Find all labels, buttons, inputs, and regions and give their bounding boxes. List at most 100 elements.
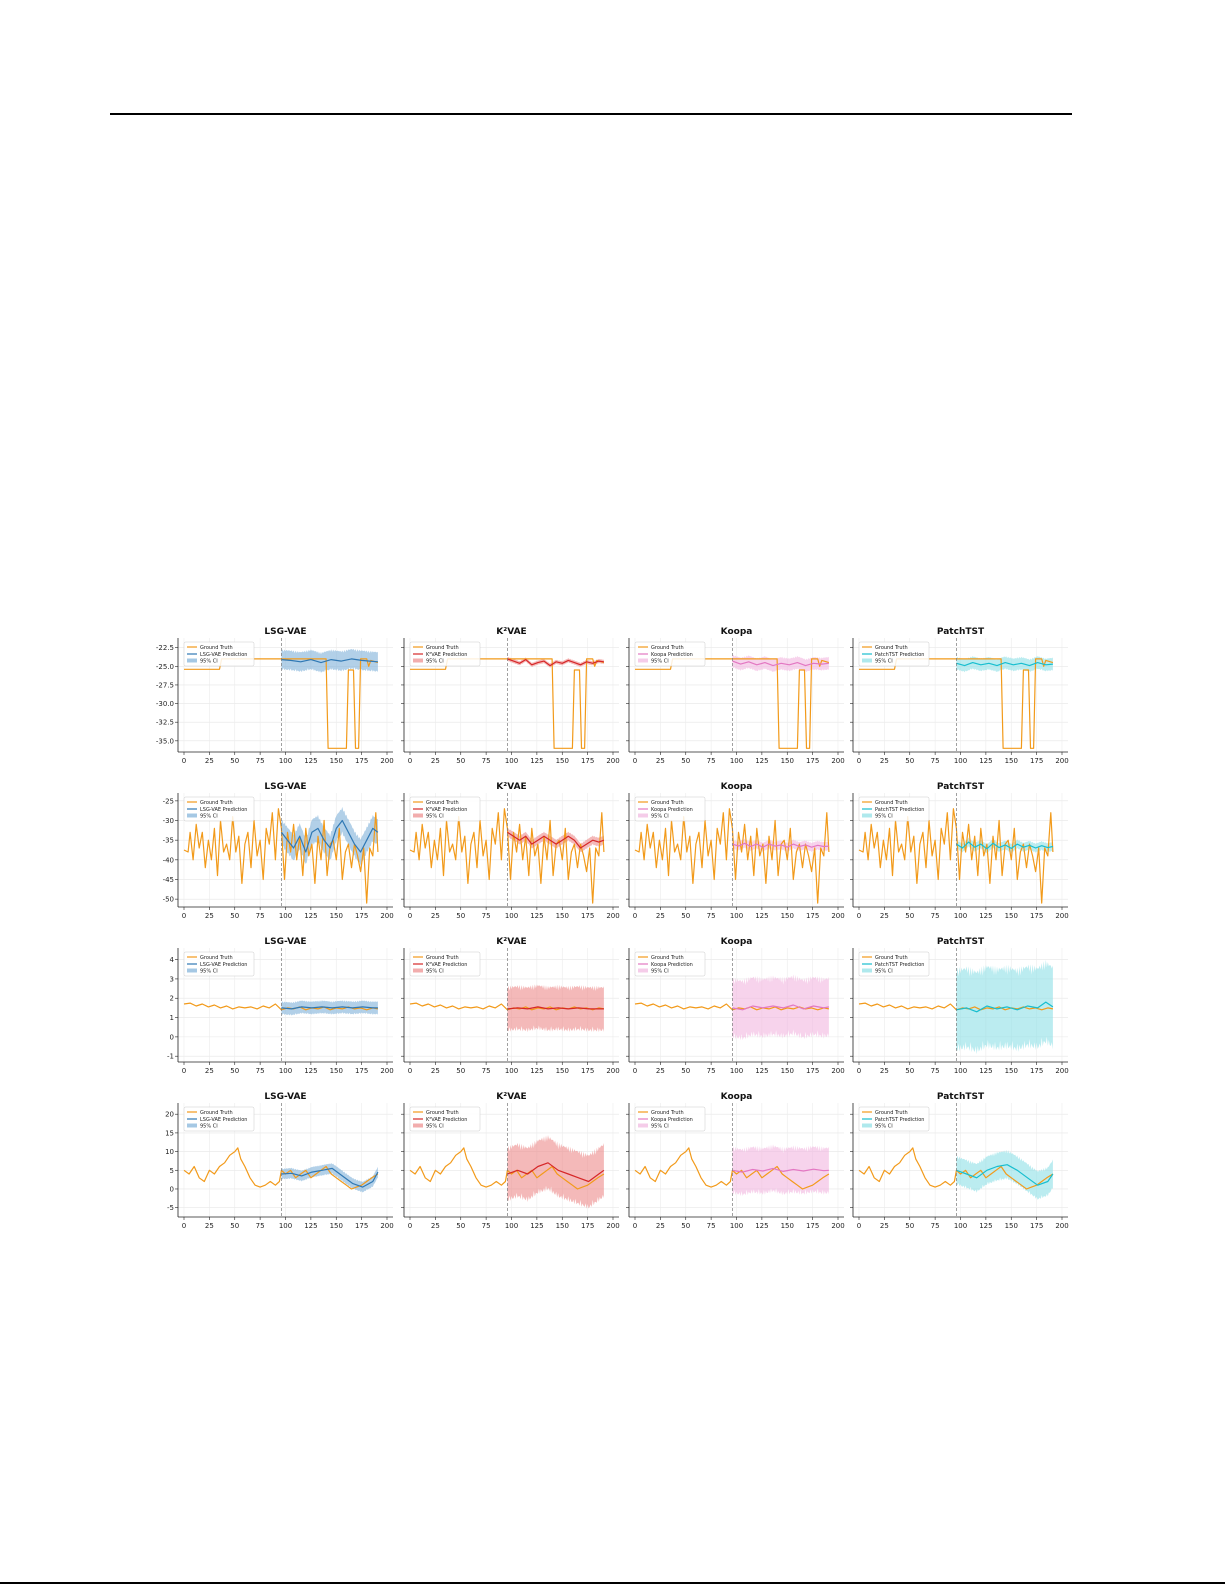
x-tick-label: 100 <box>279 912 292 920</box>
x-tick-label: 75 <box>707 1222 716 1230</box>
panel-title: PatchTST <box>937 782 985 792</box>
legend-label-ci: 95% CI <box>426 814 444 820</box>
x-tick-label: 100 <box>954 1222 967 1230</box>
x-tick-label: 100 <box>954 1067 967 1075</box>
legend-label-ground-truth: Ground Truth <box>200 955 233 961</box>
panel-patchtst-row4: PatchTST 0 25 50 75 100 125 150 175 200 Ground Tru… <box>850 1092 1069 1230</box>
x-tick-label: 125 <box>979 1067 992 1075</box>
x-tick-label: 25 <box>880 912 889 920</box>
y-tick-label: -30.0 <box>156 700 174 708</box>
x-tick-label: 50 <box>681 1222 690 1230</box>
legend-label-prediction: LSG-VAE Prediction <box>200 962 247 968</box>
x-tick-label: 25 <box>205 757 214 765</box>
x-tick-label: 175 <box>355 757 368 765</box>
x-tick-label: 150 <box>1005 1067 1018 1075</box>
x-tick-label: 125 <box>755 912 768 920</box>
legend-label-ground-truth: Ground Truth <box>651 800 684 806</box>
x-tick-label: 150 <box>330 1222 343 1230</box>
x-tick-label: 150 <box>781 912 794 920</box>
x-tick-label: 125 <box>304 1222 317 1230</box>
x-tick-label: 75 <box>482 757 491 765</box>
y-tick-label: -25.0 <box>156 663 174 671</box>
ground-truth-line <box>183 1147 379 1190</box>
x-tick-label: 50 <box>905 912 914 920</box>
x-tick-label: 25 <box>431 1067 440 1075</box>
legend-label-ground-truth: Ground Truth <box>651 645 684 651</box>
prediction-line <box>956 1001 1054 1013</box>
legend-label-ground-truth: Ground Truth <box>651 1110 684 1116</box>
x-tick-label: 125 <box>530 1222 543 1230</box>
x-tick-label: 150 <box>556 757 569 765</box>
x-tick-label: 200 <box>831 1222 844 1230</box>
y-tick-label: -50 <box>163 896 174 904</box>
x-tick-label: 175 <box>355 1222 368 1230</box>
x-tick-label: 0 <box>857 1067 861 1075</box>
x-tick-label: 50 <box>905 1222 914 1230</box>
legend-label-ground-truth: Ground Truth <box>200 645 233 651</box>
legend-label-prediction: K²VAE Prediction <box>426 807 467 813</box>
x-tick-label: 100 <box>730 757 743 765</box>
panel-title: K²VAE <box>496 1092 526 1102</box>
y-tick-label: 0 <box>170 1033 174 1041</box>
x-tick-label: 200 <box>606 1067 619 1075</box>
x-tick-label: 75 <box>931 757 940 765</box>
x-tick-label: 25 <box>880 1222 889 1230</box>
panel-k2vae-row4: K²VAE 0 25 50 75 100 125 150 175 200 Ground TruthK… <box>401 1092 620 1230</box>
ground-truth-line <box>634 1147 830 1190</box>
legend-box <box>409 641 481 667</box>
legend-swatch-ci <box>187 813 197 818</box>
prediction-line <box>507 831 605 849</box>
x-tick-label: 25 <box>656 1222 665 1230</box>
x-tick-label: 100 <box>730 912 743 920</box>
x-tick-label: 75 <box>482 1222 491 1230</box>
y-tick-label: -27.5 <box>156 681 174 689</box>
panel-koopa-row3: Koopa 0 25 50 75 100 125 150 175 200 Ground TruthK… <box>626 937 845 1075</box>
x-tick-label: 0 <box>633 1222 637 1230</box>
x-tick-label: 100 <box>279 757 292 765</box>
x-tick-label: 75 <box>482 1067 491 1075</box>
x-tick-label: 50 <box>230 912 239 920</box>
x-tick-label: 75 <box>707 1067 716 1075</box>
panel-lsg-vae-row3: LSG-VAE 4 3 2 1 0 -1 0 25 50 75 100 125 150 175 200 Grou… <box>167 937 394 1075</box>
legend-swatch-ci <box>413 658 423 663</box>
ci-band <box>281 648 378 673</box>
legend-box <box>634 951 706 977</box>
x-tick-label: 0 <box>408 1067 412 1075</box>
legend-box <box>858 641 930 667</box>
panel-koopa-row1: Koopa 0 25 50 75 100 125 150 175 200 Ground TruthK… <box>626 627 845 765</box>
legend-label-ci: 95% CI <box>200 969 218 975</box>
legend-box <box>183 1106 255 1132</box>
panel-k2vae-row2: K²VAE 0 25 50 75 100 125 150 175 200 Ground TruthK… <box>401 782 620 920</box>
y-tick-label: -35.0 <box>156 737 174 745</box>
panel-title: K²VAE <box>496 937 526 947</box>
x-tick-label: 50 <box>230 1222 239 1230</box>
bottom-rule <box>0 1582 1225 1584</box>
prediction-line <box>732 1167 829 1173</box>
legend-label-prediction: PatchTST Prediction <box>875 962 924 968</box>
x-tick-label: 50 <box>456 757 465 765</box>
x-tick-label: 125 <box>530 1067 543 1075</box>
legend-label-ci: 95% CI <box>426 1124 444 1130</box>
panel-title: K²VAE <box>496 627 526 637</box>
x-tick-label: 125 <box>979 1222 992 1230</box>
prediction-line <box>956 662 1053 667</box>
x-tick-label: 175 <box>1030 912 1043 920</box>
x-tick-label: 200 <box>380 1067 393 1075</box>
legend-box <box>409 951 481 977</box>
x-tick-label: 0 <box>857 1222 861 1230</box>
prediction-line <box>507 658 604 667</box>
x-tick-label: 25 <box>656 912 665 920</box>
ground-truth-line <box>184 658 379 749</box>
x-tick-label: 200 <box>831 912 844 920</box>
legend-swatch-ci <box>862 968 872 973</box>
legend-label-prediction: LSG-VAE Prediction <box>200 652 247 658</box>
legend-label-ci: 95% CI <box>426 969 444 975</box>
x-tick-label: 100 <box>505 912 518 920</box>
x-tick-label: 200 <box>831 757 844 765</box>
